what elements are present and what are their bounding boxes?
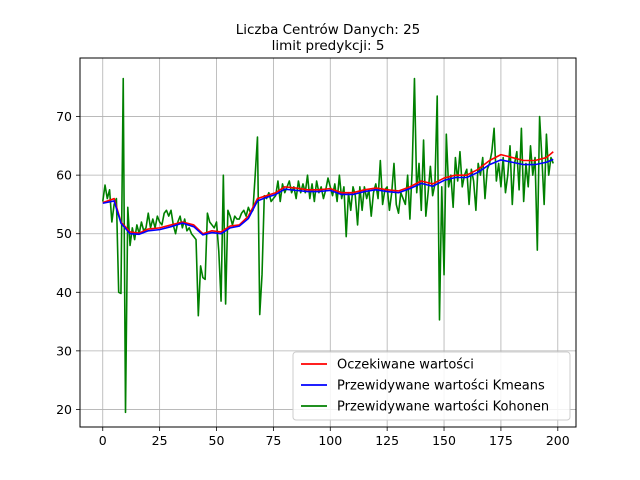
x-tick-label: 125 <box>375 433 399 448</box>
series-lines <box>101 77 554 414</box>
y-tick-label: 50 <box>56 226 72 241</box>
x-tick-label: 25 <box>152 433 168 448</box>
y-tick-label: 60 <box>56 168 72 183</box>
y-tick-label: 20 <box>56 402 72 417</box>
x-tick-label: 150 <box>432 433 456 448</box>
series-line-0 <box>102 151 554 235</box>
x-tick-label: 50 <box>209 433 225 448</box>
legend: Oczekiwane wartości Przewidywane wartości… <box>292 351 571 421</box>
y-tick-label: 40 <box>56 285 72 300</box>
x-tick-label: 175 <box>489 433 513 448</box>
series-line-2 <box>101 77 554 414</box>
x-tick-label: 0 <box>99 433 107 448</box>
legend-label: Oczekiwane wartości <box>337 358 474 373</box>
legend-box <box>292 351 571 421</box>
y-tick-label: 70 <box>56 109 72 124</box>
chart-title: Liczba Centrów Danych: 25 <box>236 22 421 38</box>
plot-frame <box>79 57 577 428</box>
series-line-1 <box>102 158 554 236</box>
legend-label: Przewidywane wartości Kohonen <box>337 400 549 415</box>
axes: 0 25 50 75 100 125 150 175 200 20 30 40 50 60 70 <box>56 109 570 448</box>
chart-subtitle: limit predykcji: 5 <box>272 38 385 54</box>
x-tick-label: 75 <box>265 433 281 448</box>
x-tick-label: 100 <box>318 433 342 448</box>
y-tick-label: 30 <box>56 343 72 358</box>
legend-label: Przewidywane wartości Kmeans <box>337 379 545 394</box>
x-tick-label: 200 <box>546 433 570 448</box>
